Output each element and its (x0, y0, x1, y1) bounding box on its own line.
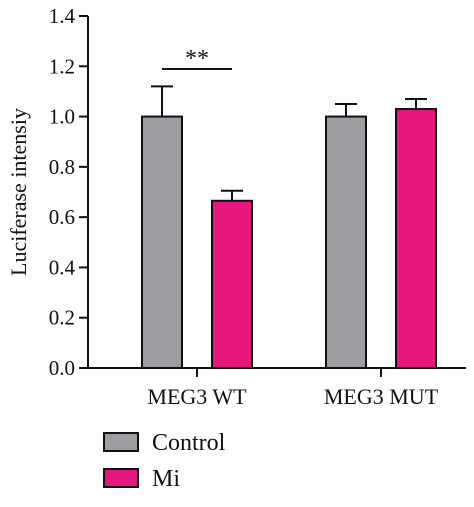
y-tick-label: 0.8 (49, 155, 75, 179)
y-tick-label: 0.0 (49, 356, 75, 380)
annotations: ** (162, 46, 232, 72)
y-tick-label: 1.2 (49, 54, 75, 78)
y-axis-label: Luciferase intensiy (6, 108, 31, 276)
y-tick-label: 1.0 (49, 105, 75, 129)
y-tick-label: 0.4 (49, 255, 76, 279)
bar-mi-1 (211, 199, 253, 369)
y-axis: 0.0 0.2 0.4 0.6 0.8 1.0 1.2 1.4 Luciferase inte… (6, 4, 89, 380)
y-tick-label: 0.6 (49, 205, 75, 229)
legend-swatch-mi (103, 468, 139, 488)
bars (141, 85, 437, 370)
bar-control-1 (141, 115, 183, 369)
y-tick-label: 0.2 (49, 306, 75, 330)
x-tick-label: MEG3 MUT (324, 384, 439, 409)
y-ticks: 0.0 0.2 0.4 0.6 0.8 1.0 1.2 1.4 (49, 4, 88, 380)
x-ticks: MEG3 WT MEG3 MUT (147, 368, 439, 409)
x-tick-label: MEG3 WT (147, 384, 247, 409)
bar-control-2 (325, 115, 367, 369)
legend-swatch-control (103, 432, 139, 452)
y-tick-label: 1.4 (49, 4, 76, 28)
legend-label-control: Control (152, 430, 226, 456)
bar-mi-2 (395, 108, 437, 370)
x-axis: MEG3 WT MEG3 MUT (88, 367, 466, 409)
legend: Control Mi (103, 430, 226, 492)
legend-label-mi: Mi (152, 466, 180, 492)
significance-label: ** (185, 46, 209, 72)
